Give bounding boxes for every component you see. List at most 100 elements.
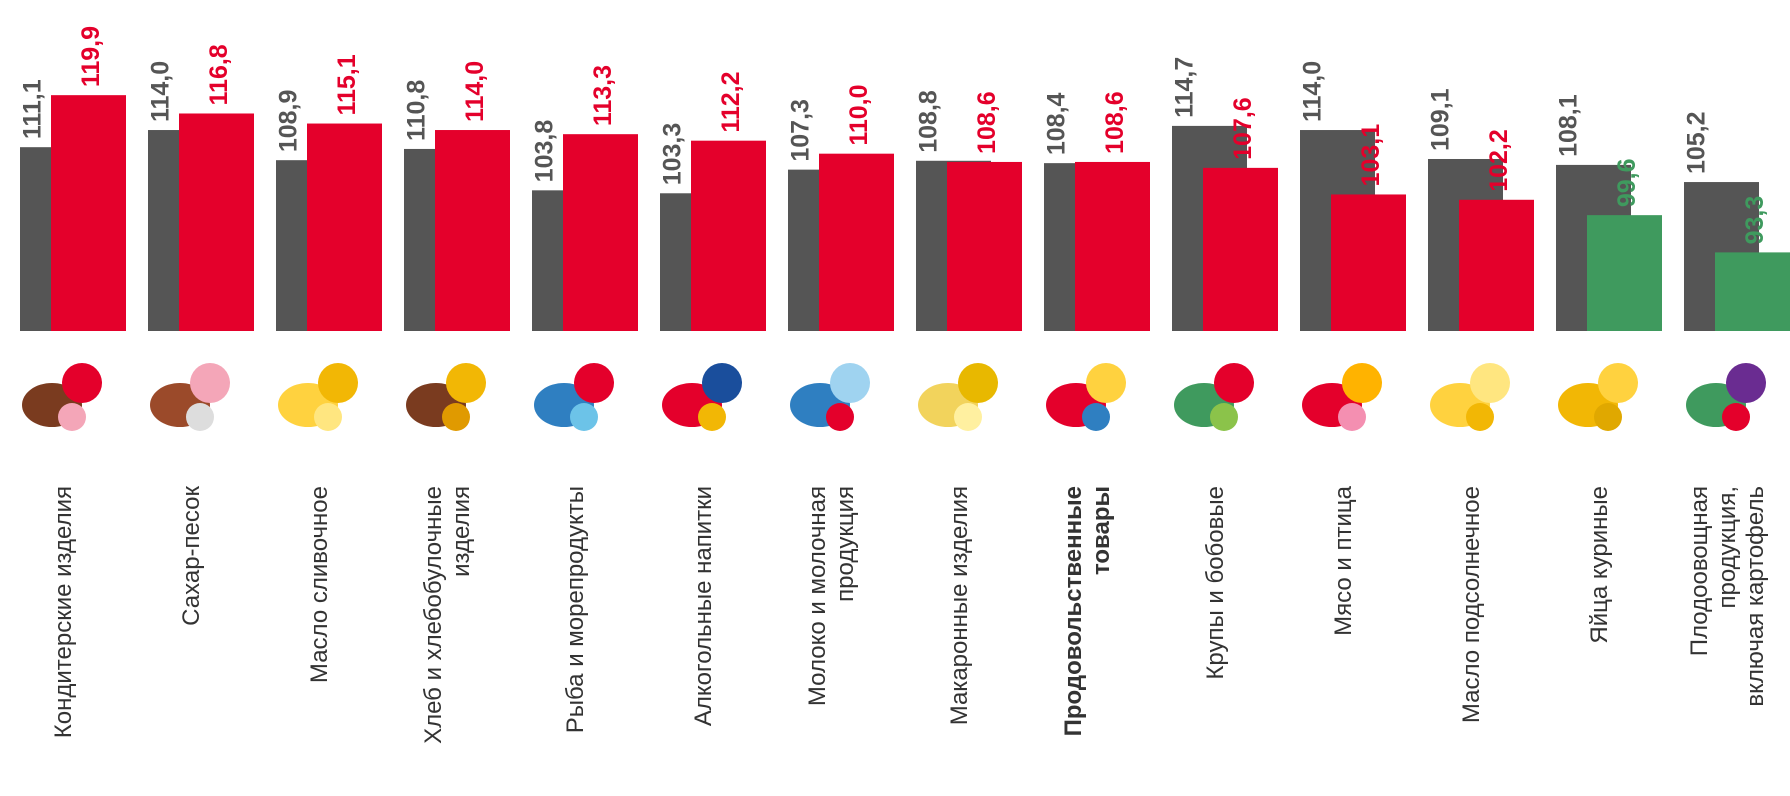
x-tick-label: Яйца куриные [1586,486,1613,644]
icon-shape [1342,363,1382,403]
value-label: 107,6 [1229,97,1257,160]
value-label: 108,6 [973,91,1001,154]
x-tick-label: Масло сливочное [306,486,333,684]
icon-shape [1726,363,1766,403]
icon-shape [58,403,86,431]
icon-shape [698,403,726,431]
x-tick-label: Мясо и птица [1330,486,1357,636]
value-label: 108,1 [1555,94,1583,157]
value-label: 111,1 [19,79,47,139]
icon-shape [574,363,614,403]
icon-shape [1722,403,1750,431]
icon-shape [1470,363,1510,403]
category-icon [150,363,230,431]
value-label: 110,8 [403,80,431,141]
icon-shape [1214,363,1254,403]
bar [563,134,638,331]
value-label: 112,2 [717,71,745,132]
icon-shape [958,363,998,403]
value-label: 108,8 [915,90,943,153]
icon-shape [446,363,486,403]
value-label: 108,4 [1043,92,1071,155]
icon-shape [1594,403,1622,431]
icon-shape [186,403,214,431]
category-icon [22,363,102,431]
bar [435,130,510,331]
icon-shape [830,363,870,403]
x-tick-label: Плодоовощная продукция, включая картофел… [1686,486,1769,707]
icon-shape [1086,363,1126,403]
bar [1075,161,1150,331]
category-icon [918,363,998,431]
value-label: 103,3 [659,123,687,186]
value-label: 114,7 [1171,57,1199,118]
value-label: 103,8 [531,120,559,183]
bar [307,123,382,331]
category-icon [662,363,742,431]
icon-shape [314,403,342,431]
bar [691,140,766,331]
value-label: 93,3 [1741,196,1769,245]
category-icon [790,363,870,431]
bar [51,95,126,331]
icon-shape [1210,403,1238,431]
icon-shape [702,363,742,403]
value-label: 114,0 [147,61,175,122]
category-icon [534,363,614,431]
value-label: 109,1 [1427,88,1455,151]
value-label: 119,9 [77,26,105,87]
x-tick-label: Кондитерские изделия [50,486,77,739]
icon-shape [190,363,230,403]
value-label: 114,0 [461,61,489,122]
x-tick-label: Продовольственные товары [1060,486,1115,737]
icon-shape [1598,363,1638,403]
value-label: 102,2 [1485,129,1513,192]
value-label: 99,6 [1613,158,1641,207]
category-icon [1558,363,1638,431]
value-label: 107,3 [787,99,815,162]
value-label: 113,3 [589,65,617,126]
icon-shape [62,363,102,403]
icon-shape [570,403,598,431]
x-tick-label: Масло подсолнечное [1458,486,1485,724]
x-tick-label: Крупы и бобовые [1202,486,1229,680]
icon-shape [1466,403,1494,431]
bar [1459,199,1534,331]
x-tick-label: Молоко и молочная продукция [804,486,859,707]
category-icon [1430,363,1510,431]
x-tick-label: Рыба и морепродукты [562,486,589,734]
icon-shape [954,403,982,431]
bar [179,113,254,331]
category-icon [1686,363,1766,431]
value-label: 116,8 [205,44,233,105]
category-icon [1046,363,1126,431]
x-tick-label: Макаронные изделия [946,486,973,726]
x-tick-label: Алкогольные напитки [690,486,717,727]
icon-shape [442,403,470,431]
x-tick-label: Хлеб и хлебобулочные изделия [420,486,475,744]
category-icon [1174,363,1254,431]
bar [947,161,1022,331]
icon-shape [826,403,854,431]
value-label: 105,2 [1683,111,1711,174]
category-icon [406,363,486,431]
bar [1587,215,1662,331]
x-tick-label: Сахар-песок [178,486,205,626]
bar [1203,167,1278,331]
bar [1715,252,1790,331]
icon-shape [1082,403,1110,431]
value-label: 114,0 [1299,61,1327,122]
category-icon [278,363,358,431]
icon-shape [318,363,358,403]
value-label: 110,0 [845,84,873,145]
category-icon [1302,363,1382,431]
value-label: 103,1 [1357,124,1385,187]
value-label: 115,1 [333,54,361,115]
value-label: 108,6 [1101,91,1129,154]
bar [1331,194,1406,331]
icon-shape [1338,403,1366,431]
bar [819,153,894,331]
value-label: 108,9 [275,90,303,153]
